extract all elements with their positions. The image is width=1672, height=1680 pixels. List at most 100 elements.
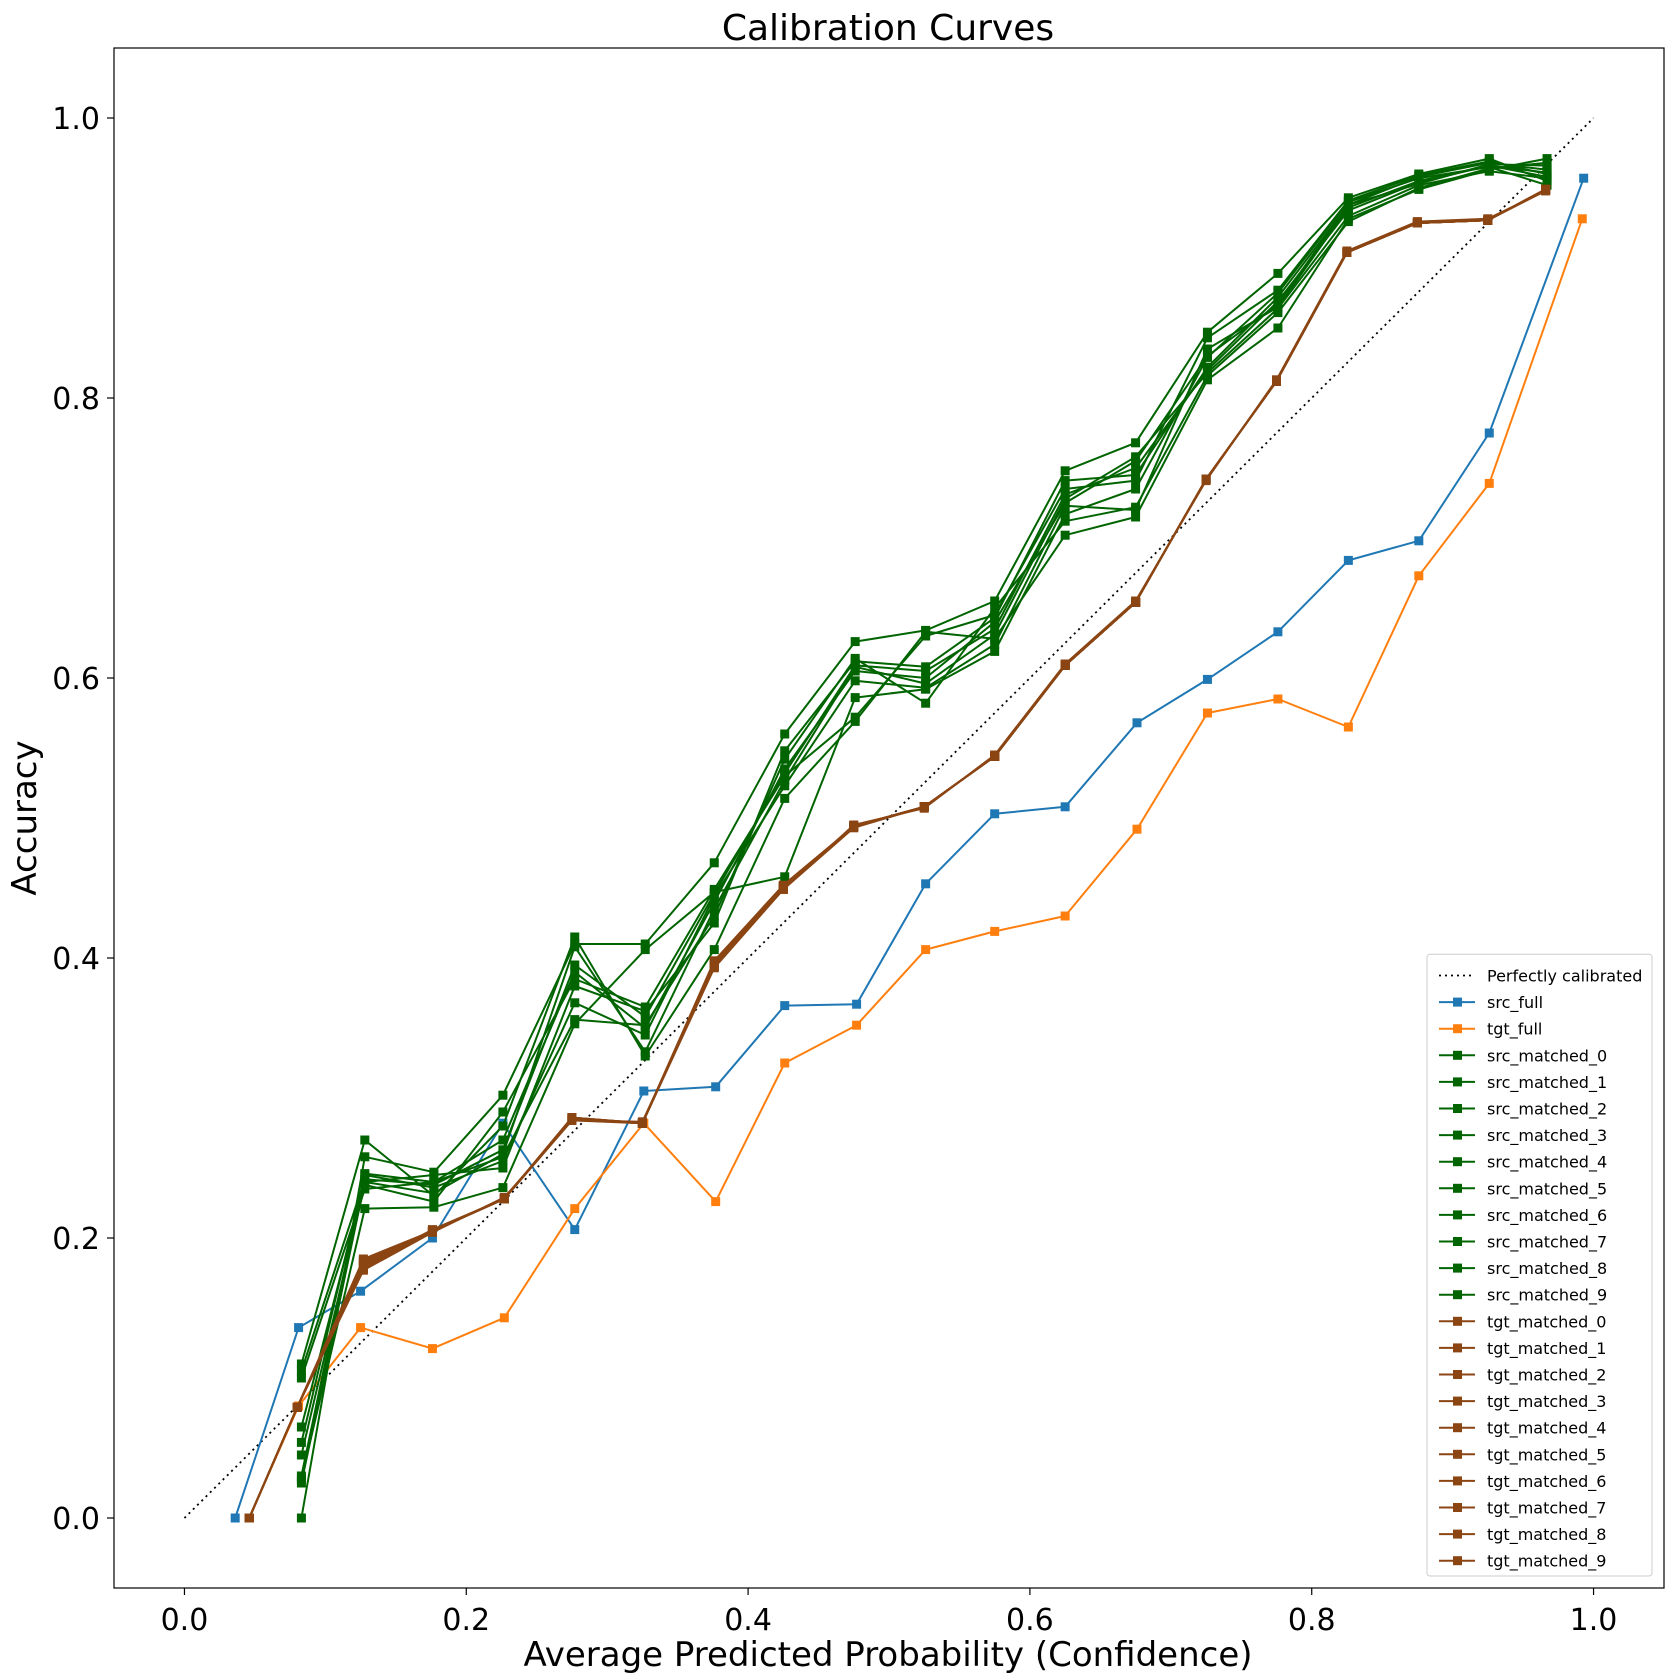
legend-swatch-marker bbox=[1453, 1237, 1462, 1246]
data-point bbox=[849, 821, 859, 831]
data-point bbox=[427, 1344, 437, 1354]
data-point bbox=[990, 603, 1000, 613]
data-point bbox=[1202, 674, 1212, 684]
data-point bbox=[1131, 452, 1141, 462]
legend-entry: src_matched_6 bbox=[1439, 1206, 1607, 1226]
legend-entry: tgt_matched_9 bbox=[1439, 1552, 1606, 1572]
data-point bbox=[570, 960, 580, 970]
legend-swatch-marker bbox=[1453, 1316, 1462, 1326]
data-point bbox=[1060, 516, 1070, 526]
data-point bbox=[570, 1204, 580, 1214]
legend-entry: tgt_matched_3 bbox=[1439, 1392, 1606, 1412]
data-point bbox=[360, 1204, 370, 1214]
data-point bbox=[1414, 170, 1424, 180]
data-point bbox=[1273, 268, 1283, 278]
data-point bbox=[356, 1286, 366, 1296]
x-tick-label: 0.2 bbox=[442, 1603, 490, 1638]
data-point bbox=[1343, 722, 1353, 732]
data-point bbox=[230, 1513, 240, 1523]
legend-label: tgt_matched_3 bbox=[1487, 1392, 1606, 1412]
legend-label: src_matched_7 bbox=[1487, 1233, 1607, 1253]
data-point bbox=[1131, 597, 1141, 607]
data-point bbox=[1577, 214, 1587, 224]
legend-swatch-marker bbox=[1453, 1130, 1462, 1140]
data-point bbox=[1483, 215, 1493, 225]
data-point bbox=[990, 639, 1000, 649]
legend-label: tgt_matched_6 bbox=[1487, 1472, 1606, 1492]
data-point bbox=[921, 673, 931, 683]
series-line bbox=[248, 218, 1584, 1519]
data-point bbox=[778, 882, 788, 892]
series-src-matched-8 bbox=[296, 156, 1552, 1460]
data-point bbox=[852, 1020, 862, 1030]
data-point bbox=[570, 967, 580, 977]
data-point bbox=[296, 1437, 306, 1447]
legend-swatch-marker bbox=[1453, 1423, 1462, 1433]
data-point bbox=[1132, 718, 1142, 728]
legend-entry: tgt_matched_1 bbox=[1439, 1339, 1606, 1359]
data-point bbox=[296, 1471, 306, 1481]
data-point bbox=[709, 904, 719, 914]
data-point bbox=[1060, 466, 1070, 476]
data-point bbox=[850, 712, 860, 722]
data-point bbox=[780, 729, 790, 739]
legend-swatch-marker bbox=[1453, 1476, 1462, 1486]
data-point bbox=[1202, 351, 1212, 361]
x-tick-label: 1.0 bbox=[1570, 1603, 1618, 1638]
data-point bbox=[1060, 509, 1070, 519]
legend-swatch-marker bbox=[1453, 1396, 1462, 1406]
data-point bbox=[1202, 344, 1212, 354]
legend-entry: src_matched_0 bbox=[1439, 1046, 1607, 1066]
x-tick-label: 0.0 bbox=[161, 1603, 209, 1638]
plot-area bbox=[183, 117, 1595, 1523]
data-point bbox=[709, 945, 719, 955]
data-point bbox=[358, 1262, 368, 1272]
data-point bbox=[709, 897, 719, 907]
data-point bbox=[1412, 218, 1422, 228]
legend-entry: tgt_matched_2 bbox=[1439, 1366, 1606, 1386]
data-point bbox=[921, 945, 931, 955]
data-point bbox=[360, 1135, 370, 1145]
legend-swatch-marker bbox=[1453, 1370, 1462, 1379]
legend-label: src_matched_4 bbox=[1487, 1153, 1607, 1173]
data-point bbox=[709, 858, 719, 868]
legend-entry: src_matched_2 bbox=[1439, 1100, 1607, 1120]
data-point bbox=[296, 1478, 306, 1488]
data-point bbox=[429, 1183, 439, 1193]
legend-label: tgt_matched_7 bbox=[1487, 1499, 1606, 1519]
legend-entry: src_matched_1 bbox=[1439, 1073, 1607, 1093]
y-axis: 0.0 0.2 0.4 0.6 0.8 1.0 bbox=[52, 102, 114, 1537]
data-point bbox=[921, 698, 931, 708]
data-point bbox=[990, 630, 1000, 640]
data-point bbox=[296, 1373, 306, 1383]
data-point bbox=[356, 1323, 366, 1333]
data-point bbox=[1273, 694, 1283, 704]
legend-label: src_matched_9 bbox=[1487, 1286, 1607, 1306]
data-point bbox=[498, 1163, 508, 1173]
legend-swatch-marker bbox=[1453, 1529, 1462, 1539]
data-point bbox=[1542, 173, 1552, 183]
legend-swatch-marker bbox=[1453, 1104, 1462, 1113]
legend-label: src_matched_3 bbox=[1487, 1126, 1607, 1146]
series-line bbox=[234, 177, 1585, 1519]
legend-label: src_full bbox=[1487, 993, 1543, 1013]
data-point bbox=[1273, 627, 1283, 637]
data-point bbox=[919, 802, 929, 812]
series-line bbox=[248, 188, 1547, 1519]
data-point bbox=[1202, 327, 1212, 337]
legend: Perfectly calibrated src_full tgt_full src_… bbox=[1426, 953, 1653, 1577]
data-point bbox=[1342, 247, 1352, 257]
data-point bbox=[1131, 502, 1141, 512]
data-point bbox=[709, 891, 719, 901]
data-point bbox=[498, 1121, 508, 1131]
data-point bbox=[640, 1002, 650, 1012]
data-point bbox=[990, 646, 1000, 656]
legend-swatch-marker bbox=[1453, 1343, 1462, 1353]
data-point bbox=[780, 793, 790, 803]
data-point bbox=[1201, 474, 1211, 484]
legend-label: src_matched_5 bbox=[1487, 1179, 1607, 1199]
data-point bbox=[637, 1118, 647, 1128]
series-src-matched-9 bbox=[296, 166, 1552, 1488]
series-perfectly-calibrated bbox=[183, 117, 1595, 1519]
x-axis: 0.0 0.2 0.4 0.6 0.8 1.0 bbox=[161, 1588, 1618, 1638]
